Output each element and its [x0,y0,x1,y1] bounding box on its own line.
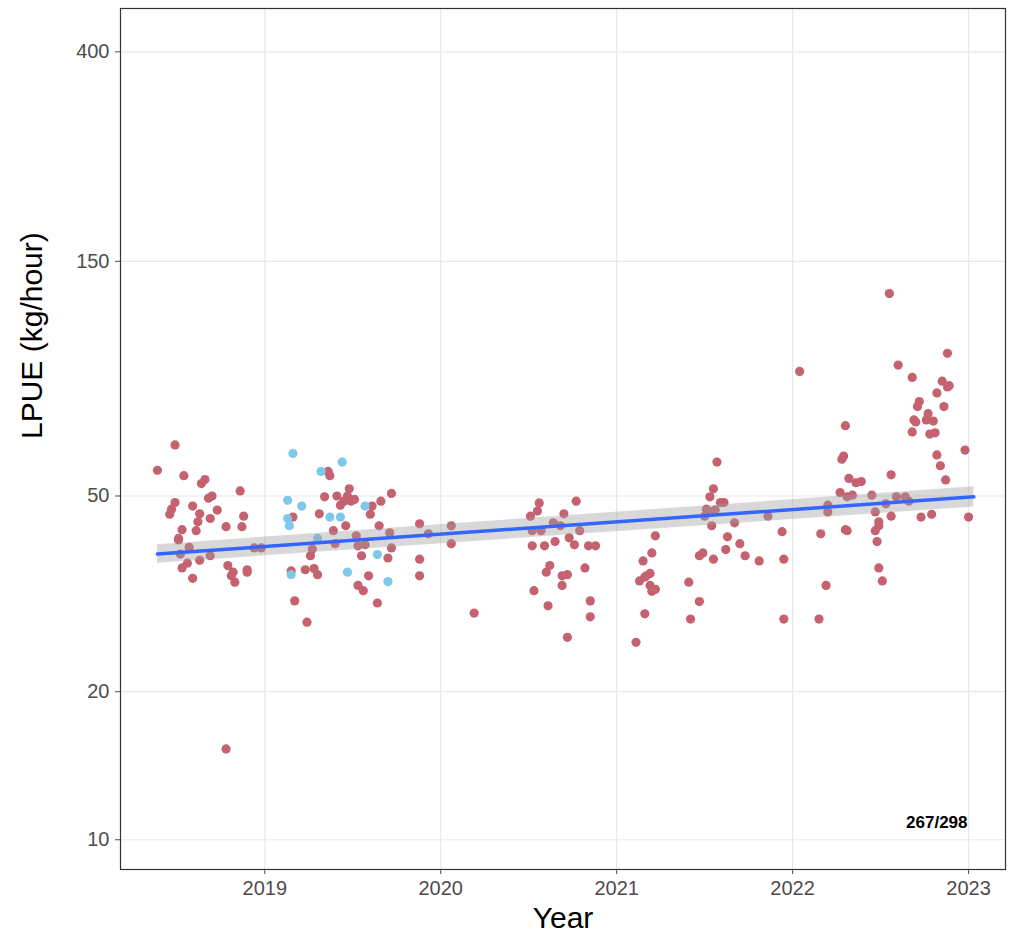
svg-text:LPUE (kg/hour): LPUE (kg/hour) [15,232,48,439]
svg-text:50: 50 [87,484,109,506]
svg-text:2022: 2022 [770,877,815,899]
svg-text:400: 400 [76,40,109,62]
svg-text:267/298: 267/298 [906,813,967,832]
svg-text:10: 10 [87,828,109,850]
svg-text:150: 150 [76,250,109,272]
svg-text:2023: 2023 [946,877,991,899]
svg-text:2019: 2019 [243,877,288,899]
svg-text:2020: 2020 [418,877,463,899]
svg-text:Year: Year [533,901,594,934]
svg-text:20: 20 [87,680,109,702]
svg-text:2021: 2021 [594,877,639,899]
